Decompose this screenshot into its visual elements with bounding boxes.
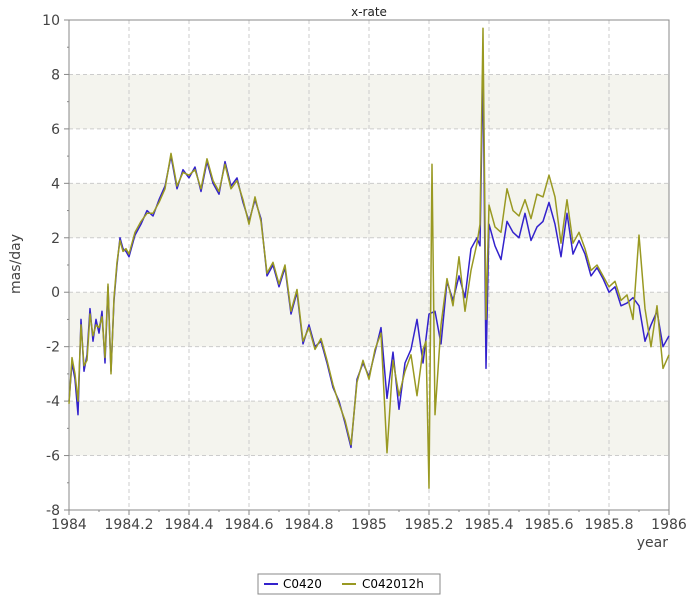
x-tick-label: 1985.4 (465, 517, 514, 533)
x-tick-label: 1985 (351, 517, 387, 533)
y-tick-label: -6 (46, 449, 60, 465)
y-tick-label: 2 (51, 231, 60, 247)
x-tick-label: 1984.8 (285, 517, 334, 533)
x-tick-label: 1984.6 (225, 517, 274, 533)
x-axis: 1984 1984.2 1984.4 1984.6 1984.8 1985 1985.2 19… (51, 510, 687, 533)
y-axis-label: mas/day (8, 234, 24, 294)
x-tick-label: 1985.8 (585, 517, 634, 533)
y-tick-label: 8 (51, 67, 60, 83)
y-tick-label: -2 (46, 340, 60, 356)
x-tick-label: 1986 (651, 517, 687, 533)
legend-label-c042012h: C042012h (362, 577, 424, 591)
x-tick-label: 1985.6 (525, 517, 574, 533)
y-tick-label: -4 (46, 394, 60, 410)
legend-label-c0420: C0420 (283, 577, 322, 591)
x-tick-label: 1984.4 (165, 517, 214, 533)
series-layer (68, 27, 670, 489)
x-axis-label: year (637, 535, 668, 551)
x-tick-label: 1985.2 (405, 517, 454, 533)
y-axis: -8 -6 -4 -2 0 2 4 6 8 10 (42, 13, 69, 519)
x-tick-label: 1984.2 (105, 517, 154, 533)
y-tick-label: 0 (51, 285, 60, 301)
series-line-c042012h (68, 27, 670, 489)
legend: C0420 C042012h (257, 573, 441, 595)
y-tick-label: 10 (42, 13, 60, 29)
y-tick-label: 6 (51, 122, 60, 138)
y-tick-label: -8 (46, 503, 60, 519)
x-tick-label: 1984 (51, 517, 87, 533)
y-tick-label: 4 (51, 176, 60, 192)
chart-title: x-rate (351, 5, 387, 19)
